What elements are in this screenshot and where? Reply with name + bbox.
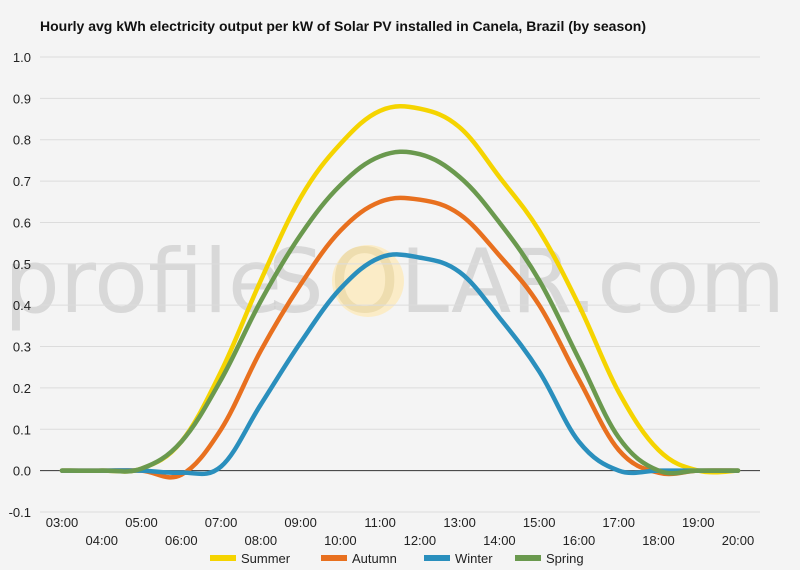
x-tick-label: 05:00 [125, 515, 158, 530]
grid-lines [40, 56, 760, 513]
y-tick-label: 1.0 [13, 50, 31, 65]
series-lines [59, 103, 741, 480]
x-tick-label: 08:00 [245, 533, 278, 548]
x-tick-label: 03:00 [46, 515, 79, 530]
y-tick-label: 0.5 [13, 257, 31, 272]
legend-swatch-winter [424, 555, 450, 561]
x-tick-label: 14:00 [483, 533, 516, 548]
x-tick-label: 20:00 [722, 533, 755, 548]
x-tick-label: 19:00 [682, 515, 715, 530]
legend-swatch-autumn [321, 555, 347, 561]
chart-title: Hourly avg kWh electricity output per kW… [40, 18, 647, 34]
series-line-winter [59, 252, 741, 477]
x-tick-label: 11:00 [364, 515, 396, 530]
x-tick-label: 13:00 [443, 515, 476, 530]
watermark-sun [332, 245, 404, 317]
watermark-text-left: profile [4, 230, 282, 333]
legend-label-winter: Winter [455, 551, 493, 566]
x-axis-ticks: 03:00 04:00 05:00 06:00 07:00 08:00 09:00 10:00… [46, 515, 755, 548]
y-axis-ticks: -0.1 0.0 0.1 0.2 0.3 0.4 0.5 0.6 0.7 0.8 0.9 1.0 [9, 50, 31, 520]
y-tick-label: 0.9 [13, 91, 31, 106]
legend-label-spring: Spring [546, 551, 584, 566]
y-tick-label: 0.7 [13, 174, 31, 189]
legend: Summer Autumn Winter Spring [210, 551, 584, 566]
y-tick-label: 0.1 [13, 422, 31, 437]
x-tick-label: 06:00 [165, 533, 198, 548]
y-tick-label: 0.8 [13, 133, 31, 148]
legend-swatch-summer [210, 555, 236, 561]
legend-swatch-spring [515, 555, 541, 561]
watermark-text-right: LAR.com [400, 230, 785, 333]
y-tick-label: 0.3 [13, 340, 31, 355]
x-tick-label: 10:00 [324, 533, 357, 548]
legend-label-autumn: Autumn [352, 551, 397, 566]
x-tick-label: 16:00 [563, 533, 596, 548]
x-tick-label: 18:00 [642, 533, 675, 548]
x-tick-label: 12:00 [404, 533, 437, 548]
watermark-logo: profile S O LAR.com [4, 230, 785, 333]
y-tick-label: 0.4 [13, 298, 31, 313]
y-tick-label: 0.2 [13, 381, 31, 396]
y-tick-label: 0.0 [13, 464, 31, 479]
watermark-text-o: O [330, 230, 399, 333]
x-tick-label: 04:00 [85, 533, 118, 548]
x-tick-label: 09:00 [284, 515, 317, 530]
x-tick-label: 15:00 [523, 515, 556, 530]
x-tick-label: 17:00 [602, 515, 635, 530]
legend-label-summer: Summer [241, 551, 291, 566]
y-tick-label: -0.1 [9, 505, 31, 520]
series-line-spring [59, 149, 741, 476]
y-tick-label: 0.6 [13, 215, 31, 230]
x-tick-label: 07:00 [205, 515, 238, 530]
